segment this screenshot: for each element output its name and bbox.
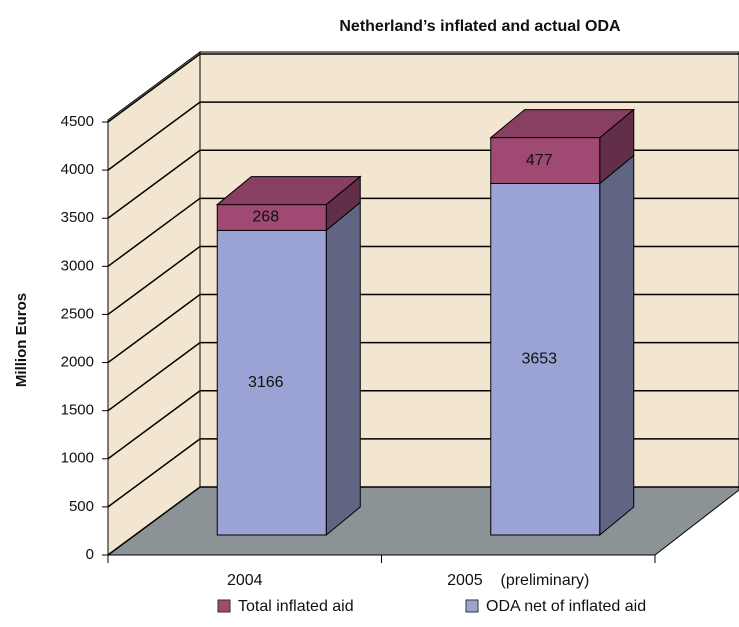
floor	[106, 486, 739, 556]
y-axis-label: Million Euros	[13, 293, 30, 387]
bar-side	[325, 201, 361, 537]
bar-side	[599, 154, 635, 537]
legend-swatch	[465, 599, 479, 613]
legend-swatch	[217, 599, 231, 613]
data-label: 477	[526, 152, 553, 169]
bar	[216, 204, 327, 231]
bar	[490, 183, 601, 536]
y-tick-label: 1500	[61, 402, 94, 419]
y-tick-label: 3000	[61, 257, 94, 274]
data-label: 3653	[521, 350, 557, 367]
y-tick-label: 500	[69, 498, 94, 515]
grid-line	[107, 101, 739, 171]
legend-label: ODA net of inflated aid	[486, 598, 646, 615]
x-tick-label: 2005 (preliminary)	[447, 572, 589, 589]
bar-top	[215, 176, 362, 206]
grid-line	[107, 53, 739, 123]
x-tick-label: 2004	[227, 572, 263, 589]
legend-label: Total inflated aid	[238, 598, 354, 615]
chart-title: Netherland’s inflated and actual ODA	[339, 18, 621, 35]
y-tick-label: 0	[86, 546, 94, 563]
y-tick-label: 3500	[61, 209, 94, 226]
bar	[216, 229, 327, 536]
y-tick-label: 1000	[61, 450, 94, 467]
bar	[490, 137, 601, 185]
bar-top	[489, 109, 636, 139]
y-tick-label: 4000	[61, 161, 94, 178]
data-label: 268	[252, 209, 279, 226]
y-tick-label: 2000	[61, 354, 94, 371]
data-label: 3166	[248, 374, 284, 391]
y-tick-label: 4500	[61, 113, 94, 130]
y-tick-label: 2500	[61, 305, 94, 322]
